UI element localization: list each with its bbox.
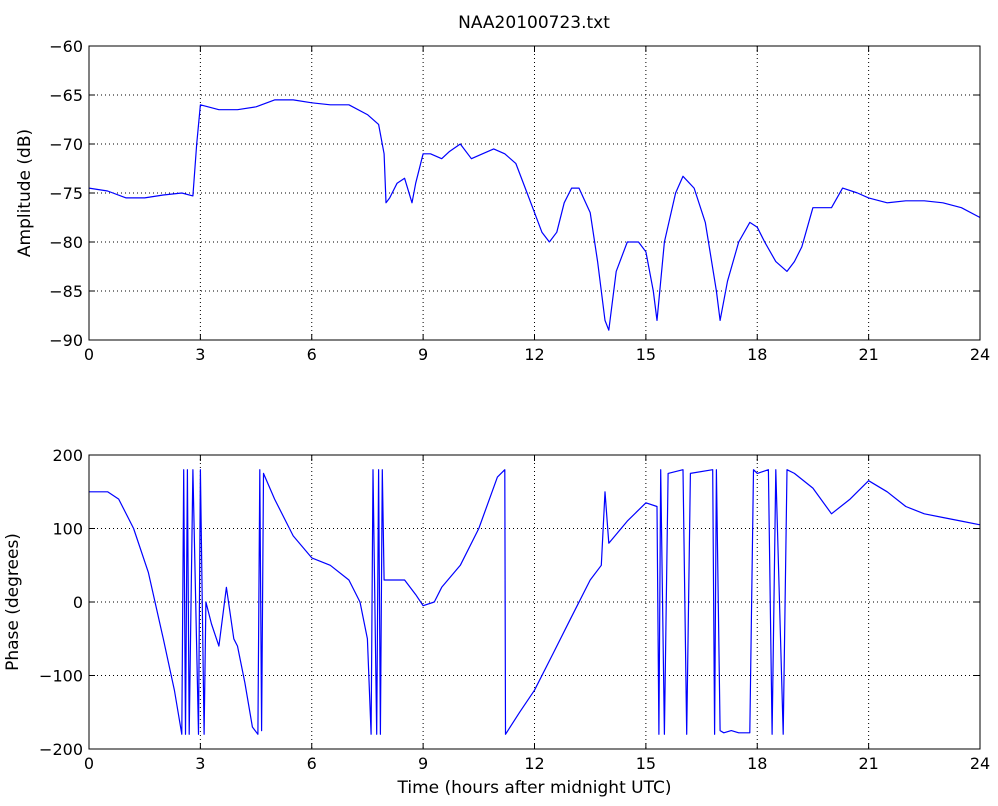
amplitude-axes: 0 3 6 9 12 15 18 21 24 −90 −85 −80 −75 −70 −65 −60 Ampli… [15, 37, 990, 364]
amplitude-x-tick-label: 15 [636, 345, 656, 364]
amplitude-x-tick-label: 3 [195, 345, 205, 364]
phase-y-tick-label: −200 [39, 740, 83, 759]
amplitude-y-tick-label: −75 [49, 184, 83, 203]
amplitude-x-tick-label: 21 [858, 345, 878, 364]
amplitude-y-axis-label: Amplitude (dB) [15, 129, 35, 257]
phase-x-tick-label: 12 [524, 754, 544, 773]
amplitude-y-tick-label: −65 [49, 86, 83, 105]
amplitude-x-tick-label: 9 [418, 345, 428, 364]
amplitude-y-tick-label: −90 [49, 331, 83, 350]
phase-y-axis-label: Phase (degrees) [3, 533, 23, 671]
amplitude-y-tick-label: −60 [49, 37, 83, 56]
phase-series-line [89, 469, 981, 735]
phase-x-tick-label: 21 [858, 754, 878, 773]
amplitude-x-tick-label: 18 [747, 345, 767, 364]
phase-x-tick-label: 0 [84, 754, 94, 773]
amplitude-x-tick-label: 0 [84, 345, 94, 364]
phase-x-tick-label: 9 [418, 754, 428, 773]
amplitude-series-line [88, 99, 981, 331]
phase-x-tick-label: 15 [636, 754, 656, 773]
phase-x-tick-label: 24 [970, 754, 990, 773]
phase-y-tick-label: 0 [73, 593, 83, 612]
amplitude-x-tick-label: 6 [307, 345, 317, 364]
amplitude-y-tick-label: −80 [49, 233, 83, 252]
phase-x-tick-label: 6 [307, 754, 317, 773]
phase-axes: 0 3 6 9 12 15 18 21 24 −200 −100 0 100 200 Phase (degr… [3, 446, 990, 798]
amplitude-y-tick-label: −85 [49, 282, 83, 301]
phase-x-axis-label: Time (hours after midnight UTC) [396, 778, 671, 798]
phase-x-tick-label: 3 [195, 754, 205, 773]
amplitude-x-tick-label: 24 [970, 345, 990, 364]
phase-y-tick-label: 200 [52, 446, 83, 465]
phase-x-tick-label: 18 [747, 754, 767, 773]
phase-y-tick-label: 100 [52, 520, 83, 539]
phase-y-tick-label: −100 [39, 667, 83, 686]
amplitude-y-tick-label: −70 [49, 135, 83, 154]
figure-title: NAA20100723.txt [458, 13, 610, 33]
amplitude-x-tick-label: 12 [524, 345, 544, 364]
